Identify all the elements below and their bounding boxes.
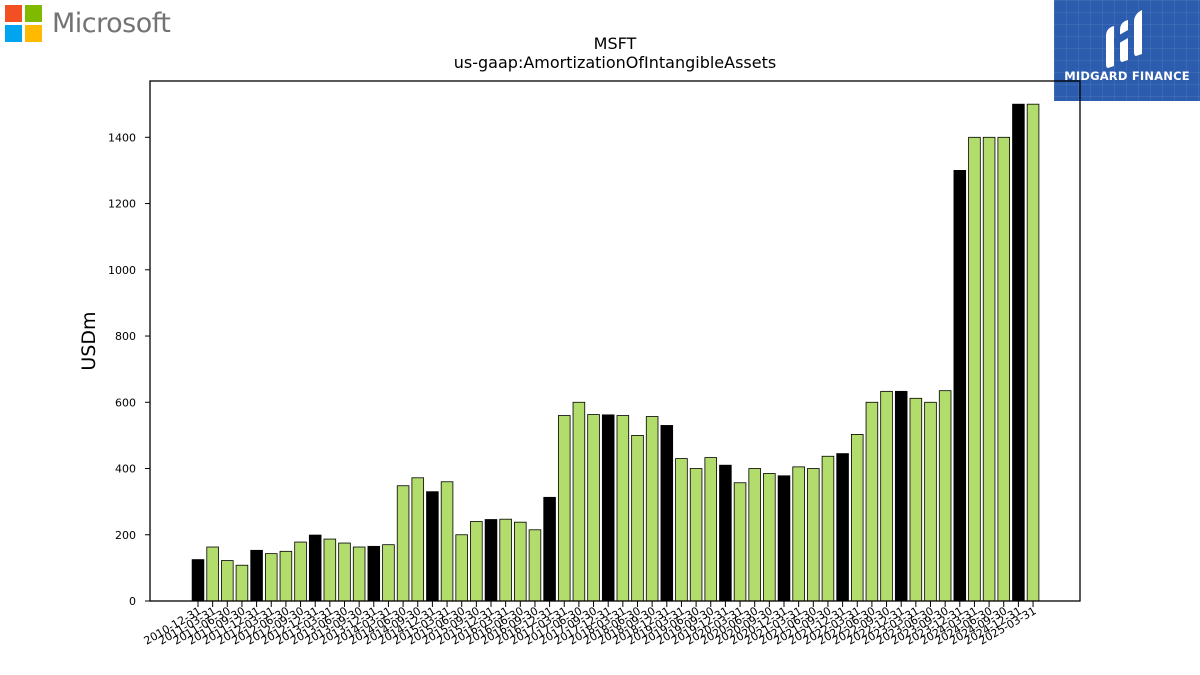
y-tick-label: 600 [115, 396, 136, 409]
logo-square-yellow [25, 25, 42, 42]
bar [235, 564, 249, 602]
midgard-finance-brand: MIDGARD FINANCE [1054, 0, 1200, 101]
bar [733, 482, 747, 602]
chart-subtitle: us-gaap:AmortizationOfIntangibleAssets [454, 53, 776, 72]
bar [982, 136, 996, 602]
bar [294, 541, 307, 602]
bar [206, 546, 219, 602]
bar [924, 401, 937, 602]
bar [894, 390, 908, 602]
bar [807, 468, 820, 602]
brand-name: MIDGARD FINANCE [1064, 69, 1190, 83]
y-tick-label: 1400 [108, 131, 136, 144]
y-axis-label: USDm [78, 311, 100, 370]
microsoft-logo: Microsoft [5, 5, 171, 42]
bar [836, 453, 849, 602]
bar [543, 496, 556, 602]
plot-frame [149, 80, 1081, 602]
bar [748, 468, 761, 602]
bar [631, 434, 644, 602]
bar [557, 415, 571, 602]
y-axis-ticks: 0 200 400 600 800 1000 1200 1400 [108, 131, 150, 608]
bar [338, 542, 351, 602]
bar [455, 534, 468, 602]
bar [719, 464, 732, 602]
bar [645, 416, 659, 602]
bar [689, 468, 703, 602]
bar [440, 481, 454, 602]
bar [426, 491, 439, 602]
logo-square-blue [5, 25, 22, 42]
bar [763, 473, 776, 602]
y-tick-label: 0 [129, 595, 136, 608]
bar [909, 397, 923, 602]
bar [499, 518, 512, 602]
bar [528, 529, 542, 602]
bar [323, 538, 337, 602]
bar [865, 401, 879, 602]
y-tick-label: 800 [115, 330, 136, 343]
bar [880, 390, 893, 602]
y-tick-label: 1000 [108, 264, 136, 277]
bar [279, 550, 293, 602]
y-tick-label: 400 [115, 463, 136, 476]
microsoft-windows-logo-icon [5, 5, 42, 42]
bar [616, 415, 630, 602]
bar [352, 546, 366, 602]
bar [675, 458, 688, 602]
microsoft-wordmark: Microsoft [52, 8, 171, 39]
bar [660, 425, 674, 602]
bar [1026, 103, 1040, 602]
bar [968, 136, 981, 602]
bar [777, 475, 791, 602]
bar [396, 485, 410, 602]
bar [382, 544, 395, 602]
bar [367, 545, 381, 602]
bar [821, 455, 835, 602]
bar [587, 414, 600, 602]
bar [470, 521, 483, 602]
logo-square-red [5, 5, 22, 22]
bar [792, 466, 805, 602]
midgard-finance-logo-icon [1106, 10, 1142, 68]
bar [484, 519, 498, 602]
bar [953, 170, 967, 602]
bar [1012, 103, 1025, 602]
bar [308, 534, 322, 602]
bar [411, 477, 425, 602]
bar [514, 521, 527, 602]
bar [264, 553, 278, 602]
y-tick-label: 200 [115, 529, 136, 542]
bar-series [191, 103, 1040, 602]
bar [704, 457, 718, 602]
bar [997, 136, 1011, 602]
bar [572, 401, 586, 602]
bar [221, 560, 234, 602]
chart-title: MSFT [594, 34, 637, 53]
bar [601, 414, 615, 602]
bar [250, 549, 263, 602]
y-tick-label: 1200 [108, 198, 136, 211]
bar [938, 390, 952, 602]
logo-square-green [25, 5, 42, 22]
x-axis-ticks: 2010-12-312011-03-312011-06-302011-09-30… [142, 601, 1039, 648]
bar [191, 559, 205, 602]
bar [850, 434, 864, 602]
